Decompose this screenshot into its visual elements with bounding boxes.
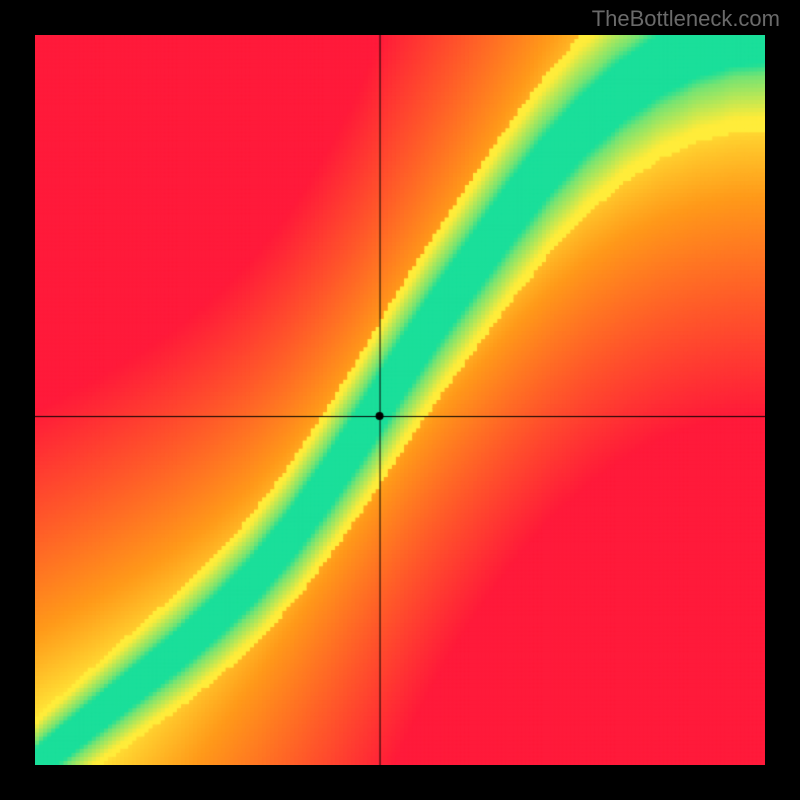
heatmap-canvas [35,35,765,765]
chart-container: TheBottleneck.com [0,0,800,800]
watermark-text: TheBottleneck.com [592,6,780,32]
